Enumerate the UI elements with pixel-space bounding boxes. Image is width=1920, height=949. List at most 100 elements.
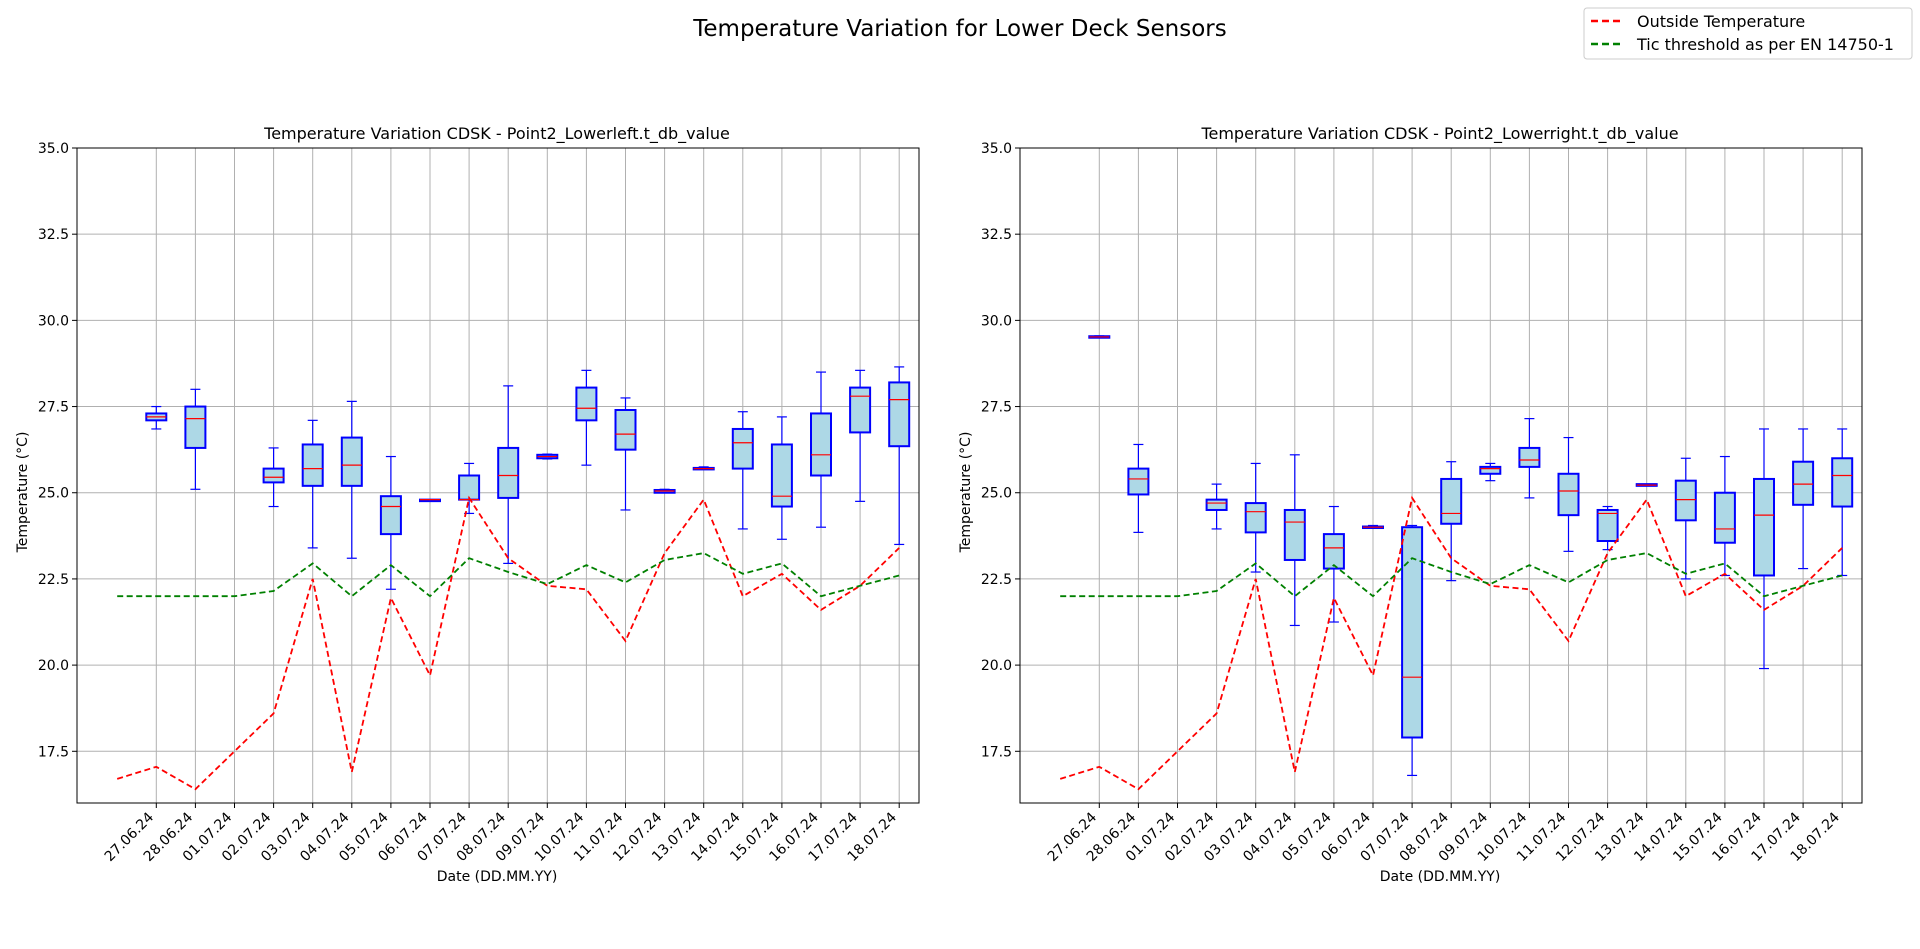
left-box-03.07.24 xyxy=(301,419,324,549)
left-box-iqr xyxy=(810,412,832,477)
left-box-iqr xyxy=(731,427,754,470)
figure-suptitle: Temperature Variation for Lower Deck Sen… xyxy=(692,16,1226,42)
right-box-10.07.24 xyxy=(1518,418,1541,499)
right-ytick-label: 17.5 xyxy=(981,744,1012,760)
right-ytick-label: 35.0 xyxy=(981,141,1012,157)
left-box-13.07.24 xyxy=(692,466,715,471)
left-box-27.06.24 xyxy=(145,405,168,430)
right-box-07.07.24 xyxy=(1401,524,1424,777)
right-threshold-line xyxy=(1060,552,1843,598)
left-box-05.07.24 xyxy=(379,455,402,590)
legend-label-outside: Outside Temperature xyxy=(1637,12,1805,31)
right-box-02.07.24 xyxy=(1205,483,1228,530)
left-outside-temperature-line xyxy=(116,495,900,791)
right-panel-ylabel: Temperature (°C) xyxy=(958,432,974,554)
right-box-iqr xyxy=(1205,498,1228,511)
legend-frame xyxy=(1583,7,1913,60)
right-panel-title: Temperature Variation CDSK - Point2_Lowe… xyxy=(1200,124,1678,144)
left-box-iqr xyxy=(770,443,793,508)
right-box-09.07.24 xyxy=(1479,462,1502,482)
left-box-28.06.24 xyxy=(184,388,207,490)
left-box-iqr xyxy=(497,446,520,499)
left-ytick-label: 25.0 xyxy=(38,486,69,502)
right-box-iqr xyxy=(1479,465,1502,475)
right-box-iqr xyxy=(1440,477,1463,525)
right-box-iqr xyxy=(1792,460,1815,506)
right-box-iqr xyxy=(1518,446,1541,468)
left-ytick-label: 32.5 xyxy=(38,227,69,243)
left-box-12.07.24 xyxy=(653,488,676,494)
right-box-iqr xyxy=(1596,508,1619,543)
right-box-13.07.24 xyxy=(1635,483,1658,487)
left-ytick-label: 30.0 xyxy=(38,313,69,329)
left-box-iqr xyxy=(575,386,598,422)
left-panel-ylabel: Temperature (°C) xyxy=(15,432,31,554)
left-threshold-line xyxy=(117,552,900,598)
left-box-15.07.24 xyxy=(770,416,793,540)
left-box-iqr xyxy=(849,386,872,434)
right-box-06.07.24 xyxy=(1362,524,1384,530)
right-box-04.07.24 xyxy=(1283,454,1306,627)
right-box-03.07.24 xyxy=(1244,462,1267,573)
left-box-iqr xyxy=(379,495,402,536)
left-box-06.07.24 xyxy=(419,498,441,503)
right-box-iqr xyxy=(1244,502,1267,534)
right-box-iqr xyxy=(1283,508,1306,561)
legend: Outside Temperature Tic threshold as per… xyxy=(1583,7,1913,60)
right-ytick-label: 22.5 xyxy=(981,572,1012,588)
right-box-12.07.24 xyxy=(1596,505,1619,551)
right-box-08.07.24 xyxy=(1440,461,1463,582)
right-box-05.07.24 xyxy=(1322,505,1345,623)
right-box-18.07.24 xyxy=(1831,428,1854,577)
left-ytick-label: 22.5 xyxy=(38,572,69,588)
left-ytick-label: 17.5 xyxy=(38,744,69,760)
left-panel-xlabel: Date (DD.MM.YY) xyxy=(437,869,558,885)
right-outside-temperature-line xyxy=(1059,495,1843,791)
left-box-11.07.24 xyxy=(614,397,637,511)
left-box-16.07.24 xyxy=(810,371,832,528)
right-ytick-label: 32.5 xyxy=(981,227,1012,243)
right-box-iqr xyxy=(1127,467,1150,496)
right-box-27.06.24 xyxy=(1088,335,1111,339)
right-box-iqr xyxy=(1831,457,1854,508)
right-box-iqr xyxy=(1322,533,1345,570)
right-box-17.07.24 xyxy=(1792,428,1815,570)
left-box-iqr xyxy=(614,409,637,451)
right-ytick-label: 30.0 xyxy=(981,313,1012,329)
left-box-iqr xyxy=(301,443,324,487)
left-box-iqr xyxy=(340,436,363,487)
left-panel: Temperature Variation CDSK - Point2_Lowe… xyxy=(15,124,920,885)
right-box-15.07.24 xyxy=(1713,455,1736,577)
right-box-28.06.24 xyxy=(1127,443,1150,533)
right-box-11.07.24 xyxy=(1557,436,1580,552)
left-panel-frame xyxy=(76,147,920,804)
left-box-17.07.24 xyxy=(849,369,872,502)
right-ytick-label: 20.0 xyxy=(981,658,1012,674)
left-box-07.07.24 xyxy=(458,462,481,515)
legend-label-threshold: Tic threshold as per EN 14750-1 xyxy=(1636,35,1894,54)
right-panel-frame xyxy=(1019,147,1863,804)
left-box-09.07.24 xyxy=(536,453,559,460)
left-box-02.07.24 xyxy=(262,447,285,508)
right-panel-xlabel: Date (DD.MM.YY) xyxy=(1380,869,1501,885)
right-box-iqr xyxy=(1753,477,1775,577)
right-ytick-label: 27.5 xyxy=(981,400,1012,416)
right-box-16.07.24 xyxy=(1753,428,1775,670)
left-box-iqr xyxy=(888,381,911,448)
left-panel-title: Temperature Variation CDSK - Point2_Lowe… xyxy=(263,124,730,144)
left-box-iqr xyxy=(458,474,481,501)
left-box-10.07.24 xyxy=(575,369,598,466)
left-box-18.07.24 xyxy=(888,366,911,546)
left-box-iqr xyxy=(262,467,285,484)
right-box-iqr xyxy=(1713,491,1736,544)
right-box-iqr xyxy=(1674,479,1697,522)
right-box-iqr xyxy=(1401,526,1424,739)
left-box-14.07.24 xyxy=(731,411,754,530)
left-box-08.07.24 xyxy=(497,385,520,565)
left-box-iqr xyxy=(184,405,207,449)
right-box-14.07.24 xyxy=(1674,457,1697,580)
left-ytick-label: 35.0 xyxy=(38,141,69,157)
right-ytick-label: 25.0 xyxy=(981,486,1012,502)
left-ytick-label: 27.5 xyxy=(38,400,69,416)
